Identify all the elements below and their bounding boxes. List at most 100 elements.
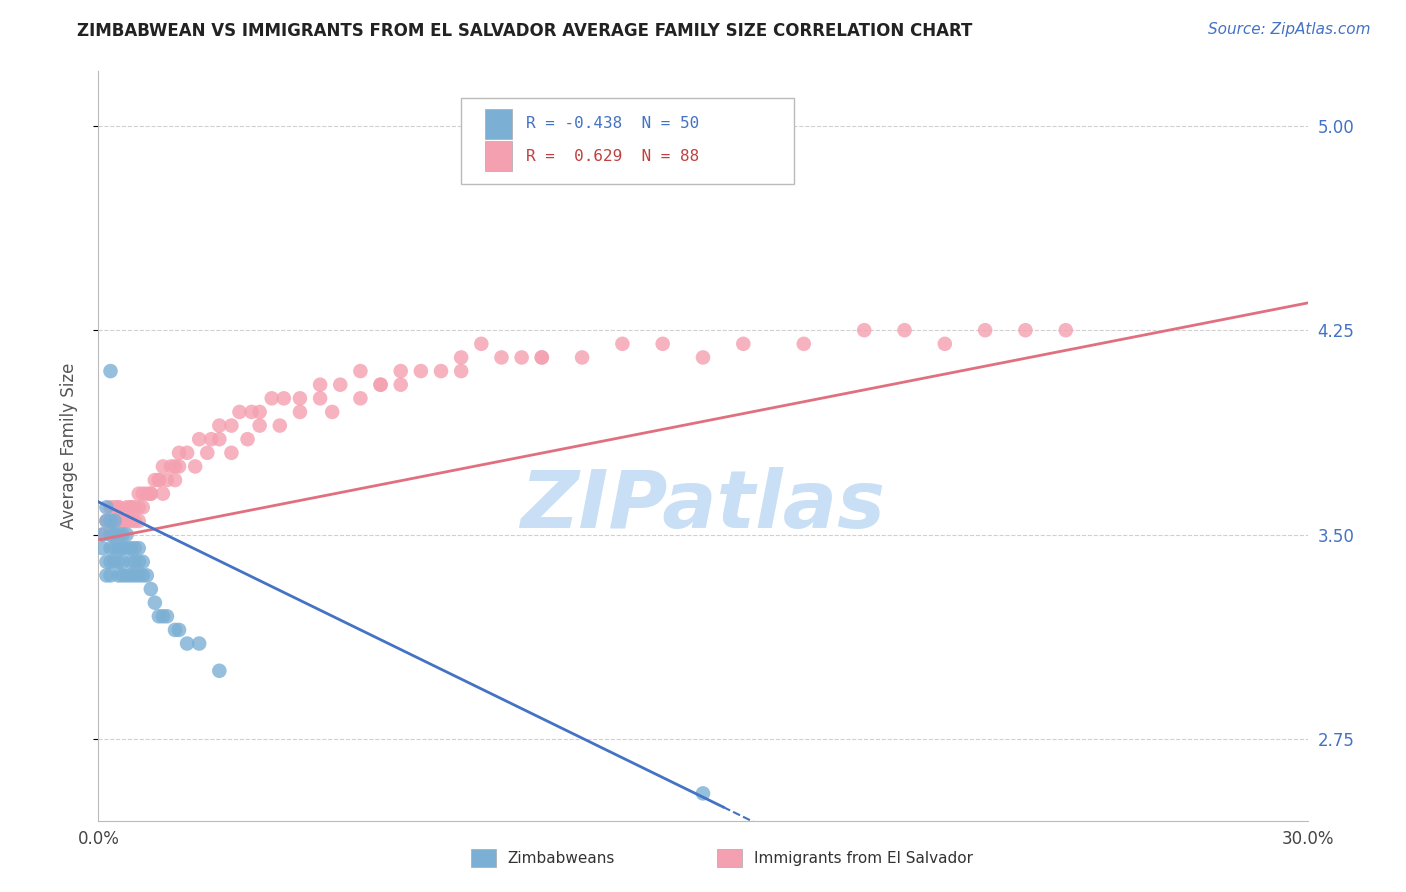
Point: [793, 336, 815, 351]
Point: [100, 364, 122, 378]
Point: [651, 336, 673, 351]
Point: [349, 392, 371, 406]
Point: [530, 351, 553, 365]
Point: [450, 351, 472, 365]
Point: [100, 500, 122, 515]
Point: [200, 432, 222, 446]
Point: [100, 541, 122, 556]
Point: [100, 568, 122, 582]
Point: [120, 514, 142, 528]
Text: ZIPatlas: ZIPatlas: [520, 467, 886, 545]
Point: [115, 500, 138, 515]
Point: [893, 323, 915, 337]
Point: [132, 486, 155, 500]
Text: R = -0.438  N = 50: R = -0.438 N = 50: [526, 116, 700, 131]
Point: [107, 514, 129, 528]
Point: [124, 568, 146, 582]
Point: [128, 568, 150, 582]
Point: [167, 459, 190, 474]
Point: [288, 392, 311, 406]
Point: [188, 432, 211, 446]
Point: [692, 786, 714, 800]
Point: [240, 405, 263, 419]
Y-axis label: Average Family Size: Average Family Size: [59, 363, 77, 529]
Point: [100, 527, 122, 541]
Point: [96, 555, 118, 569]
Point: [692, 351, 714, 365]
Point: [853, 323, 876, 337]
Point: [139, 582, 162, 596]
Point: [163, 473, 186, 487]
Point: [120, 541, 142, 556]
Point: [128, 500, 150, 515]
Point: [111, 514, 134, 528]
Point: [167, 446, 190, 460]
Point: [107, 500, 129, 515]
Point: [389, 364, 412, 378]
Point: [450, 364, 472, 378]
Point: [124, 555, 146, 569]
FancyBboxPatch shape: [461, 97, 793, 184]
Point: [156, 473, 179, 487]
Point: [96, 514, 118, 528]
Point: [221, 446, 243, 460]
Point: [128, 486, 150, 500]
Point: [96, 514, 118, 528]
Point: [510, 351, 533, 365]
Point: [208, 432, 231, 446]
Point: [135, 568, 157, 582]
Point: [111, 541, 134, 556]
Point: [288, 405, 311, 419]
Point: [208, 664, 231, 678]
Point: [124, 541, 146, 556]
Point: [128, 514, 150, 528]
Point: [309, 392, 332, 406]
Point: [111, 514, 134, 528]
Text: Zimbabweans: Zimbabweans: [508, 851, 614, 865]
Point: [139, 486, 162, 500]
Point: [120, 555, 142, 569]
Point: [470, 336, 492, 351]
Point: [135, 486, 157, 500]
Point: [103, 514, 125, 528]
Point: [156, 609, 179, 624]
Point: [148, 473, 170, 487]
Point: [612, 336, 634, 351]
Point: [349, 364, 371, 378]
Point: [91, 527, 114, 541]
Point: [91, 541, 114, 556]
Point: [221, 418, 243, 433]
Point: [321, 405, 343, 419]
Point: [91, 527, 114, 541]
Point: [571, 351, 593, 365]
Point: [273, 392, 295, 406]
Point: [163, 623, 186, 637]
Point: [111, 527, 134, 541]
Point: [188, 636, 211, 650]
Point: [167, 623, 190, 637]
Point: [115, 527, 138, 541]
Point: [974, 323, 997, 337]
Point: [152, 609, 174, 624]
Point: [128, 541, 150, 556]
Point: [111, 555, 134, 569]
Point: [124, 500, 146, 515]
Point: [208, 418, 231, 433]
Point: [163, 459, 186, 474]
Point: [309, 377, 332, 392]
Bar: [485, 109, 512, 139]
Point: [132, 568, 155, 582]
Point: [491, 351, 513, 365]
Text: ZIMBABWEAN VS IMMIGRANTS FROM EL SALVADOR AVERAGE FAMILY SIZE CORRELATION CHART: ZIMBABWEAN VS IMMIGRANTS FROM EL SALVADO…: [77, 22, 973, 40]
Point: [430, 364, 453, 378]
Point: [103, 500, 125, 515]
Point: [107, 568, 129, 582]
Point: [370, 377, 392, 392]
Point: [148, 473, 170, 487]
Point: [100, 527, 122, 541]
Point: [176, 636, 198, 650]
Point: [143, 473, 166, 487]
Point: [103, 527, 125, 541]
Point: [100, 555, 122, 569]
Point: [107, 500, 129, 515]
